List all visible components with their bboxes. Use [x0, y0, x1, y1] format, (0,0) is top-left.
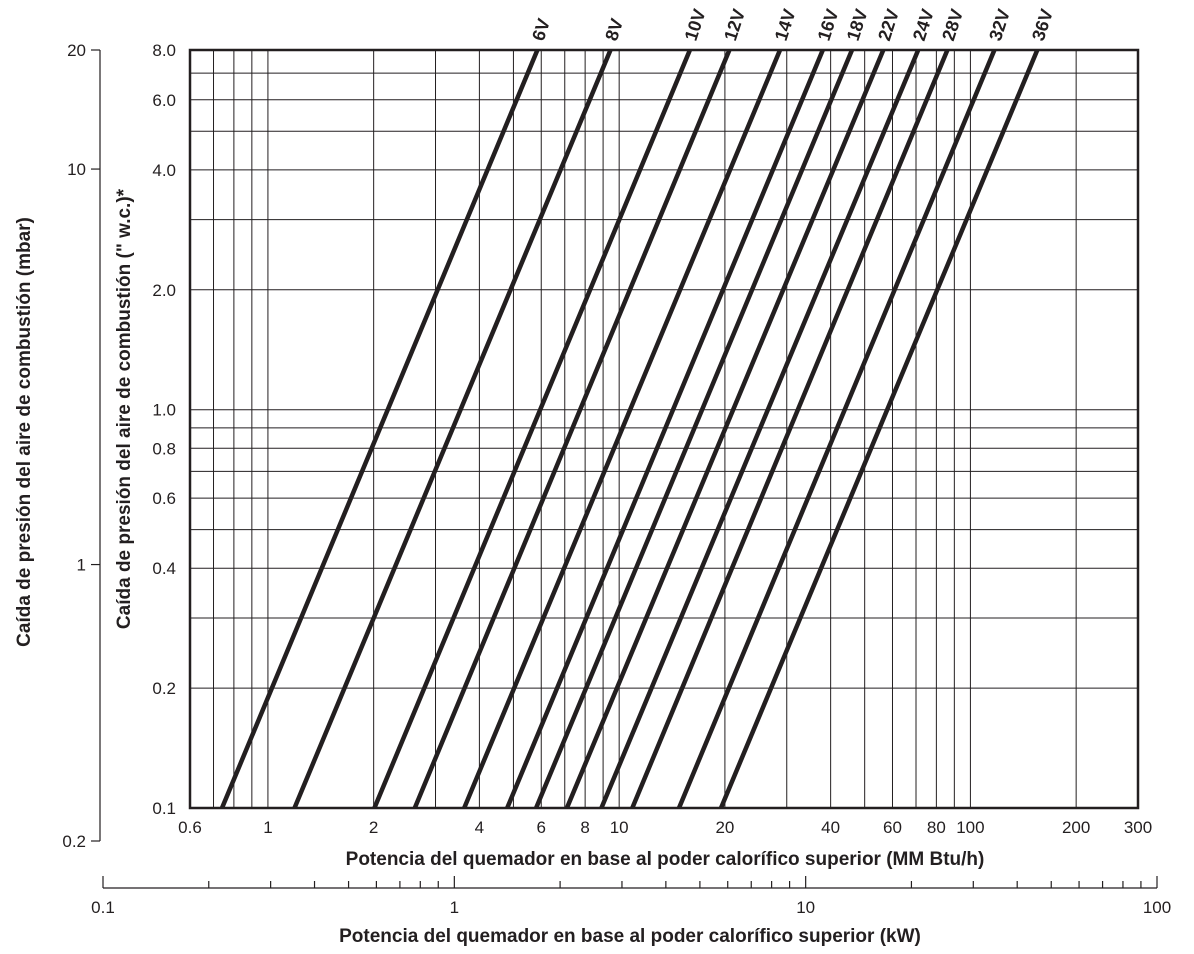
y-tick-label: 1.0 — [152, 401, 176, 420]
y-tick-label: 0.6 — [152, 489, 176, 508]
series-label-10v: 10V — [681, 7, 710, 44]
series-line-12v — [412, 49, 732, 809]
y-axis-title: Caída de presión del aire de combustión … — [114, 188, 135, 629]
x-tick-label: 6 — [537, 818, 546, 837]
series-label-12v: 12V — [720, 7, 749, 44]
series-line-14v — [462, 49, 783, 809]
series-label-18v: 18V — [843, 7, 872, 44]
x-tick-labels: 0.6 1 2 4 6 8 10 20 40 60 80 100 200 300 — [178, 818, 1152, 837]
x-tick-label: 10 — [610, 818, 629, 837]
series-labels: 6V 8V 10V 12V 14V 16V 18V 22V 24V 28V 32V 36V — [528, 7, 1057, 44]
series-line-28v — [630, 49, 950, 809]
x-tick-label: 1 — [263, 818, 272, 837]
y-tick-label: 0.2 — [152, 679, 176, 698]
series-label-22v: 22V — [874, 7, 903, 44]
series-lines — [219, 49, 1040, 809]
series-label-24v: 24V — [909, 7, 938, 44]
series-label-28v: 28V — [938, 7, 967, 44]
x-tick-label: 80 — [927, 818, 946, 837]
y-tick-labels: 0.1 0.2 0.4 0.6 0.8 1.0 2.0 4.0 6.0 8.0 — [152, 41, 176, 818]
y-tick-label: 6.0 — [152, 91, 176, 110]
secondary-y-tick-label: 1 — [77, 556, 86, 575]
secondary-x-tick-label: 1 — [450, 898, 459, 917]
series-line-6v — [219, 49, 540, 809]
secondary-y-tick-label: 0.2 — [62, 832, 86, 851]
secondary-y-axis-title: Caída de presión del aire de combustión … — [14, 217, 35, 647]
plot-frame — [188, 48, 1140, 810]
x-tick-label: 0.6 — [178, 818, 202, 837]
secondary-y-tick-label: 20 — [67, 41, 86, 60]
x-tick-label: 60 — [883, 818, 902, 837]
series-line-22v — [564, 49, 886, 809]
series-label-16v: 16V — [814, 7, 843, 44]
x-tick-label: 20 — [715, 818, 734, 837]
secondary-x-tick-label: 100 — [1143, 898, 1171, 917]
x-tick-label: 2 — [369, 818, 378, 837]
series-line-18v — [534, 49, 855, 809]
x-tick-label: 40 — [821, 818, 840, 837]
series-label-6v: 6V — [528, 16, 554, 43]
secondary-y-tick-label: 10 — [67, 160, 86, 179]
secondary-x-tick-label: 10 — [796, 898, 815, 917]
y-tick-label: 0.8 — [152, 439, 176, 458]
x-axis-title: Potencia del quemador en base al poder c… — [346, 849, 985, 870]
y-tick-label: 8.0 — [152, 41, 176, 60]
series-line-32v — [676, 49, 997, 809]
series-line-24v — [599, 49, 921, 809]
y-tick-label: 0.4 — [152, 559, 176, 578]
series-line-10v — [372, 49, 692, 809]
y-tick-label: 4.0 — [152, 161, 176, 180]
secondary-x-axis: 0.1 1 10 100 — [91, 876, 1171, 917]
x-tick-label: 300 — [1124, 818, 1152, 837]
series-line-16v — [505, 49, 825, 809]
series-label-32v: 32V — [985, 7, 1014, 44]
secondary-x-axis-title: Potencia del quemador en base al poder c… — [339, 926, 921, 947]
secondary-y-axis: 0.2 1 10 20 — [62, 41, 101, 851]
series-line-36v — [718, 49, 1040, 809]
secondary-x-tick-label: 0.1 — [91, 898, 115, 917]
series-label-8v: 8V — [601, 16, 627, 43]
x-tick-label: 100 — [956, 818, 984, 837]
series-line-8v — [292, 49, 613, 809]
series-label-36v: 36V — [1028, 7, 1057, 44]
series-label-14v: 14V — [771, 7, 800, 44]
x-tick-label: 200 — [1062, 818, 1090, 837]
x-tick-label: 4 — [475, 818, 484, 837]
x-tick-label: 8 — [580, 818, 589, 837]
y-tick-label: 2.0 — [152, 281, 176, 300]
y-tick-label: 0.1 — [152, 799, 176, 818]
